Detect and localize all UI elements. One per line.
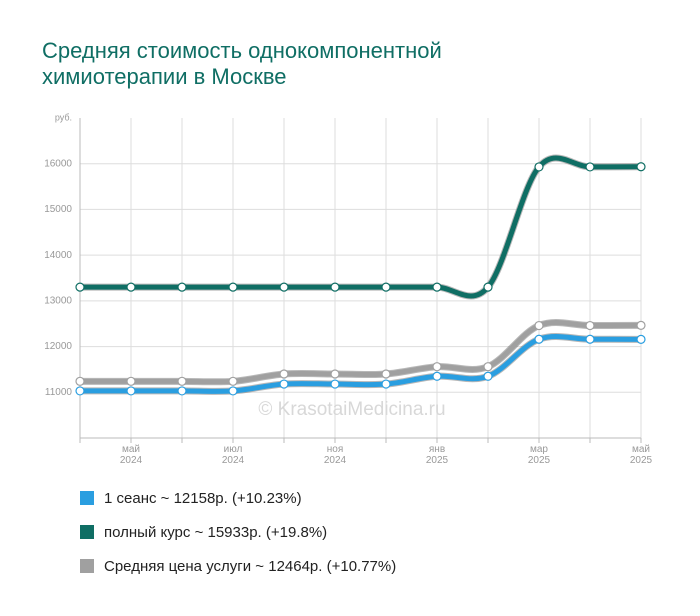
point: [75, 282, 85, 292]
point: [177, 282, 187, 292]
point: [75, 376, 85, 386]
legend-swatch: [80, 525, 94, 539]
point: [381, 282, 391, 292]
y-tick-label: 16000: [44, 158, 72, 169]
point: [228, 282, 238, 292]
series-line: [80, 155, 642, 299]
point: [279, 369, 289, 379]
point: [126, 376, 136, 386]
point: [585, 334, 595, 344]
y-tick-label: 13000: [44, 295, 72, 306]
point: [483, 371, 493, 381]
point: [330, 369, 340, 379]
x-tick-label: янв 2025: [425, 444, 449, 466]
point: [228, 376, 238, 386]
point: [636, 320, 646, 330]
x-tick-label: ноя 2024: [323, 444, 347, 466]
point: [75, 386, 85, 396]
x-tick-label: май 2025: [629, 444, 653, 466]
point: [126, 282, 136, 292]
point: [126, 386, 136, 396]
point: [279, 282, 289, 292]
point: [330, 379, 340, 389]
point: [585, 320, 595, 331]
series-line: [79, 320, 642, 385]
point: [177, 386, 187, 396]
y-tick-label: руб.: [55, 112, 72, 122]
point: [432, 371, 442, 381]
y-tick-label: 11000: [45, 387, 73, 398]
x-tick-label: июл 2024: [221, 444, 245, 466]
point: [381, 369, 391, 379]
y-tick-label: 15000: [44, 204, 72, 215]
legend-label: 1 сеанс ~ 12158р. (+10.23%): [104, 490, 302, 507]
legend-label: полный курс ~ 15933р. (+19.8%): [104, 524, 327, 541]
point: [534, 334, 544, 344]
point: [177, 376, 187, 386]
point: [483, 362, 493, 372]
x-tick-label: май 2024: [119, 444, 143, 466]
point: [381, 379, 391, 389]
point: [636, 162, 646, 172]
point: [585, 162, 595, 172]
y-tick-label: 14000: [44, 250, 72, 261]
y-tick-label: 12000: [44, 341, 72, 352]
point: [534, 320, 544, 331]
point: [483, 282, 493, 292]
point: [330, 282, 340, 292]
x-tick-label: мар 2025: [527, 444, 551, 466]
point: [636, 334, 646, 344]
legend-swatch: [80, 491, 94, 505]
point: [279, 379, 289, 389]
point: [228, 386, 238, 396]
watermark: © KrasotaiMedicina.ru: [258, 399, 445, 420]
point: [432, 362, 442, 372]
chart-title: Средняя стоимость однокомпонентной химио…: [42, 38, 442, 89]
legend-swatch: [80, 559, 94, 573]
legend-label: Средняя цена услуги ~ 12464р. (+10.77%): [104, 558, 396, 575]
point: [534, 162, 544, 172]
series-line-shadow: [80, 154, 642, 300]
point: [432, 282, 442, 292]
